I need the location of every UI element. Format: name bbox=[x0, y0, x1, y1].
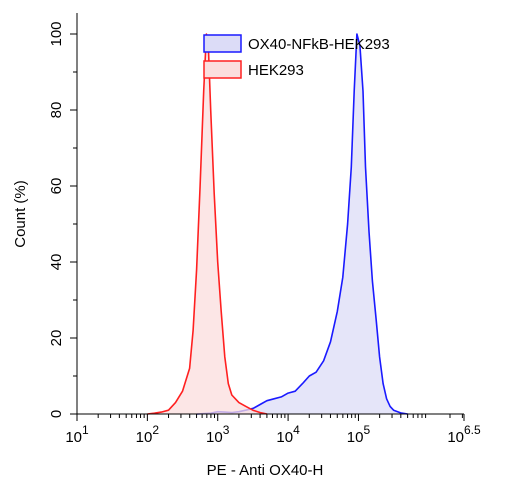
y-axis-title: Count (%) bbox=[12, 180, 29, 248]
series-line-hek293 bbox=[147, 33, 268, 415]
legend: OX40-NFkB-HEK293 HEK293 bbox=[203, 34, 390, 79]
legend-swatch-ox40 bbox=[203, 34, 242, 53]
y-tick-label: 80 bbox=[48, 102, 65, 119]
series-layer bbox=[147, 33, 408, 415]
legend-swatch-hek293 bbox=[203, 60, 242, 79]
legend-label-hek293: HEK293 bbox=[248, 62, 304, 79]
y-ticks: 0 20 40 60 80 100 bbox=[48, 21, 77, 418]
y-tick-label: 60 bbox=[48, 178, 65, 195]
axes-layer bbox=[76, 13, 464, 415]
x-axis-title: PE - Anti OX40-H bbox=[207, 462, 324, 479]
legend-label-ox40: OX40-NFkB-HEK293 bbox=[248, 36, 390, 53]
x-tick-label: 103 bbox=[206, 423, 230, 446]
x-tick-label: 102 bbox=[136, 423, 160, 446]
x-tick-label: 101 bbox=[65, 423, 89, 446]
y-tick-label: 100 bbox=[48, 21, 65, 46]
series-fill-hek293 bbox=[147, 34, 267, 414]
x-tick-label: 104 bbox=[276, 423, 300, 446]
series-fill-ox40 bbox=[196, 34, 408, 414]
x-ticks: 101 102 103 104 105 106.5 bbox=[65, 414, 481, 446]
x-tick-label: 105 bbox=[347, 423, 371, 446]
x-tick-label: 106.5 bbox=[447, 423, 481, 446]
y-tick-label: 20 bbox=[48, 330, 65, 347]
y-tick-label: 0 bbox=[48, 410, 65, 418]
y-tick-label: 40 bbox=[48, 254, 65, 271]
